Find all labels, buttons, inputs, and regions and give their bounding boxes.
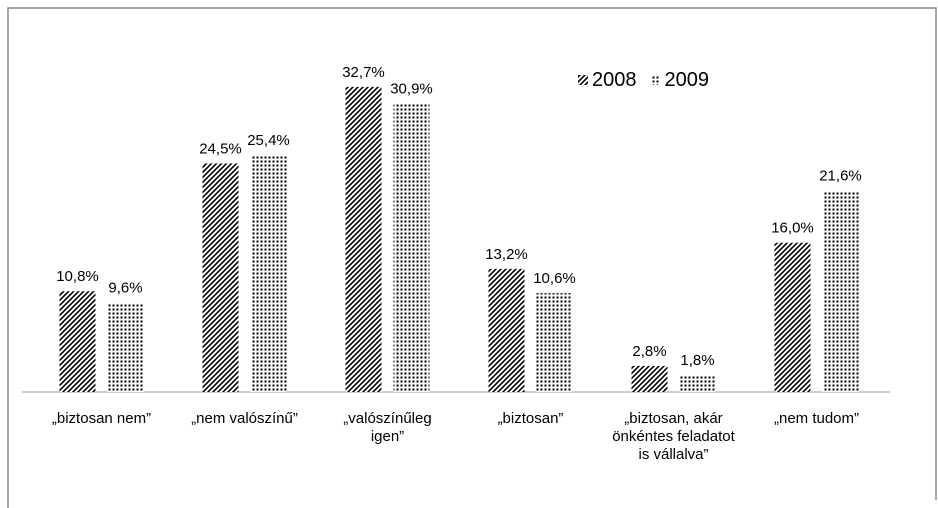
value-label: 10,6% <box>533 270 576 287</box>
value-label: 16,0% <box>771 220 814 237</box>
bar <box>107 302 144 392</box>
value-label: 13,2% <box>485 246 528 263</box>
legend-label: 2008 <box>592 69 637 91</box>
legend-swatch <box>650 75 661 85</box>
frame <box>7 7 937 508</box>
x-tick-label: „nem tudom” <box>773 410 860 427</box>
value-label: 32,7% <box>342 64 385 81</box>
x-tick-label: „biztosan nem” <box>51 410 152 427</box>
value-label: 9,6% <box>108 279 142 296</box>
value-label: 30,9% <box>390 81 433 98</box>
bar <box>202 163 239 392</box>
bar <box>59 291 96 392</box>
value-label: 10,8% <box>56 268 99 285</box>
x-tick-label: „biztosan” <box>497 410 564 427</box>
bar <box>631 365 668 392</box>
x-tick-label: „biztosan, akár önkéntes feladatot is vá… <box>612 410 735 463</box>
bar <box>536 293 573 392</box>
value-label: 21,6% <box>819 167 862 184</box>
value-label: 24,5% <box>199 140 242 157</box>
legend-label: 2009 <box>665 69 710 91</box>
legend-swatch <box>578 75 588 85</box>
value-label: 2,8% <box>632 343 666 360</box>
bar <box>774 242 811 392</box>
bar <box>393 103 430 392</box>
x-tick-label: „valószínűleg igen” <box>343 410 432 445</box>
x-tick-label: „nem valószínű” <box>191 410 298 427</box>
bar <box>345 86 382 392</box>
bar <box>679 375 716 392</box>
value-label: 1,8% <box>680 352 714 369</box>
bar <box>488 268 525 392</box>
bar <box>250 155 287 392</box>
bar <box>822 190 859 392</box>
value-label: 25,4% <box>247 132 290 149</box>
